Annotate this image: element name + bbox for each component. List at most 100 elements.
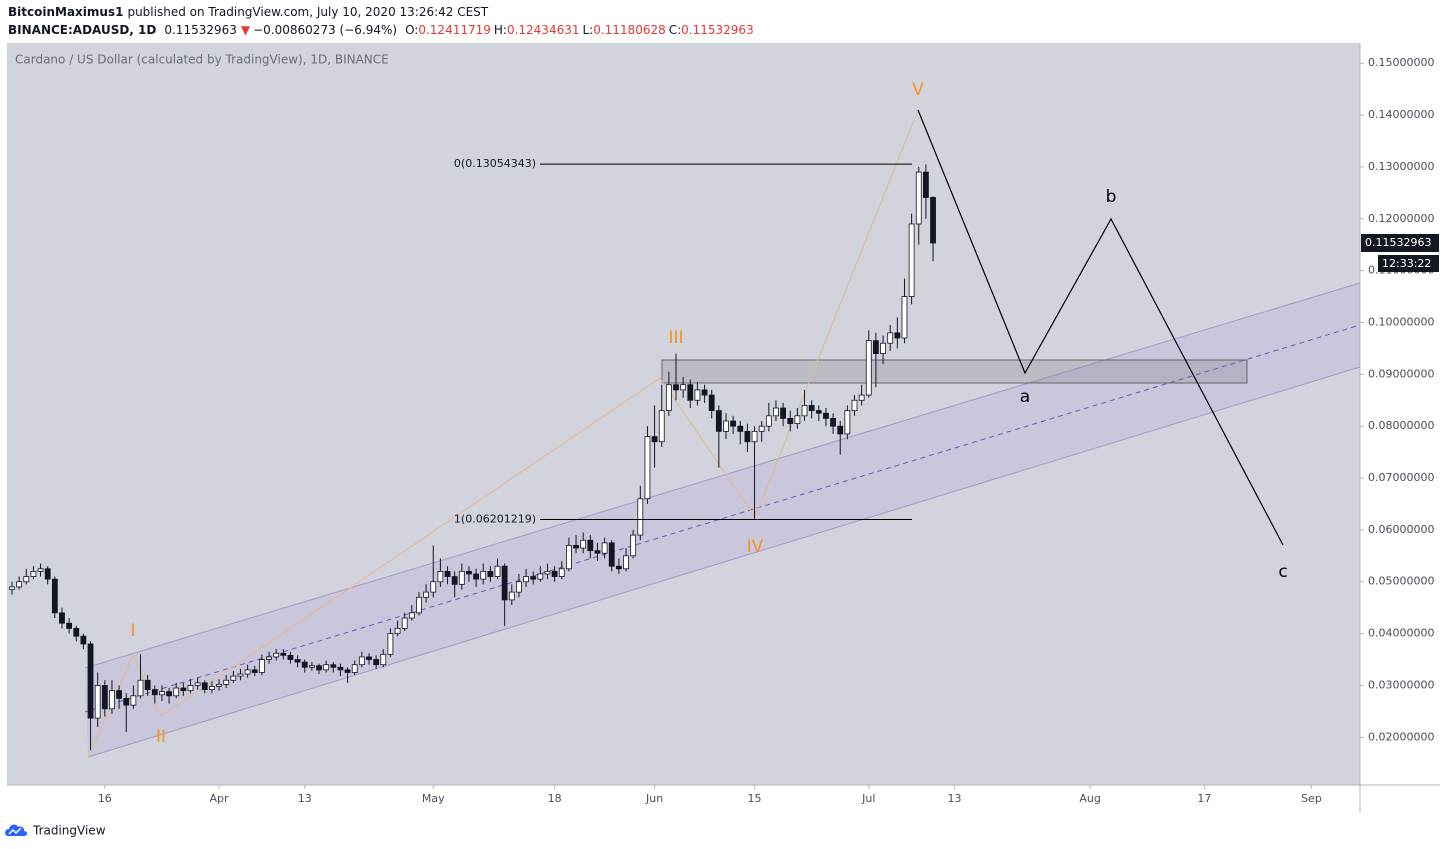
fib-label: 0(0.13054343) xyxy=(454,157,536,170)
channel-upper xyxy=(84,282,1361,669)
y-tick-label: 0.05000000 xyxy=(1368,575,1434,588)
x-tick-label: 13 xyxy=(947,792,961,805)
ohlc-label: C: xyxy=(669,23,681,37)
candle-body xyxy=(223,679,230,685)
candle-body xyxy=(551,570,558,577)
wave-label: I xyxy=(130,621,135,641)
candle-body xyxy=(230,675,237,681)
candle-body xyxy=(580,539,587,549)
candle-body xyxy=(573,545,579,549)
countdown-label: 12:33:22 xyxy=(1382,257,1431,270)
candle-body xyxy=(251,669,258,673)
ohlc: O:0.12411719 H:0.12434631 L:0.11180628 C:0.… xyxy=(405,23,754,37)
candle-body xyxy=(151,689,158,696)
y-tick-label: 0.12000000 xyxy=(1368,212,1434,225)
candle-body xyxy=(787,418,794,424)
candle-body xyxy=(209,686,215,690)
x-tick-label: Aug xyxy=(1079,792,1100,805)
candle-body xyxy=(458,570,465,585)
candle-body xyxy=(687,384,694,401)
channel-lower xyxy=(87,366,1361,758)
candle-body xyxy=(358,656,365,666)
x-tick-label: Apr xyxy=(210,792,230,805)
candle-body xyxy=(244,669,251,675)
ohlc-label: L: xyxy=(582,23,593,37)
candle-body xyxy=(466,570,472,575)
ohlc-value: 0.11532963 xyxy=(681,23,754,37)
projection-label: a xyxy=(1020,387,1030,407)
candle-body xyxy=(123,698,130,706)
logo xyxy=(5,824,27,836)
candle-body xyxy=(701,389,708,396)
symbol-line: BINANCE:ADAUSD, 1D 0.11532963 ▼ −0.00860273… xyxy=(8,23,754,37)
y-tick-label: 0.07000000 xyxy=(1368,471,1434,484)
candle-body xyxy=(366,656,372,660)
candle-body xyxy=(594,550,601,554)
candle-body xyxy=(623,555,629,570)
candle-body xyxy=(651,436,658,443)
logo-line xyxy=(8,827,22,835)
candle-body xyxy=(930,197,936,244)
ohlc-value: 0.12411719 xyxy=(418,23,491,37)
y-tick-label: 0.02000000 xyxy=(1368,730,1434,743)
candle-body xyxy=(258,659,265,673)
y-tick-label: 0.04000000 xyxy=(1368,627,1434,640)
candle-body xyxy=(430,581,437,593)
candle-body xyxy=(394,628,401,634)
candle-body xyxy=(301,661,308,668)
x-tick-label: 17 xyxy=(1197,792,1211,805)
candle-body xyxy=(473,573,479,580)
candle-body xyxy=(294,659,301,663)
candle-body xyxy=(723,420,729,432)
candle-body xyxy=(715,410,722,432)
candle-body xyxy=(80,635,87,645)
ohlc-value: 0.11180628 xyxy=(593,23,666,37)
brand: TradingView xyxy=(32,824,106,838)
candle-body xyxy=(337,666,344,671)
candle-body xyxy=(437,570,444,583)
candle-body xyxy=(615,565,622,570)
candle-body xyxy=(730,420,737,427)
candle-body xyxy=(644,436,651,500)
candle-body xyxy=(516,581,522,593)
projection-label: b xyxy=(1106,187,1117,207)
x-tick-label: May xyxy=(422,792,445,805)
candle-body xyxy=(673,384,679,391)
candle-body xyxy=(37,568,44,572)
candle-body xyxy=(823,412,829,419)
candle-body xyxy=(744,430,751,443)
candles xyxy=(9,164,936,751)
wave-label: II xyxy=(156,727,166,747)
candle-body xyxy=(316,665,322,671)
price-badge xyxy=(1361,233,1439,252)
publish-info: published on TradingView.com, July 10, 2… xyxy=(127,5,488,19)
candle-body xyxy=(873,340,879,354)
candle-body xyxy=(544,570,551,575)
candle-body xyxy=(66,622,73,629)
y-tick-label: 0.10000000 xyxy=(1368,315,1434,328)
x-tick-label: Jul xyxy=(861,792,875,805)
y-tick-label: 0.03000000 xyxy=(1368,678,1434,691)
resistance-box xyxy=(661,359,1248,384)
candle-body xyxy=(566,545,572,570)
x-tick-label: Jun xyxy=(645,792,663,805)
candle-body xyxy=(323,664,330,671)
y-tick-label: 0.09000000 xyxy=(1368,367,1434,380)
candle-body xyxy=(187,685,194,692)
candle-body xyxy=(530,576,537,580)
candle-body xyxy=(216,684,222,687)
candle-body xyxy=(423,591,430,598)
candle-body xyxy=(901,296,908,339)
candle-body xyxy=(30,570,37,577)
candle-body xyxy=(159,691,165,696)
candle-body xyxy=(116,690,122,699)
change-arrow: ▼ xyxy=(241,23,251,37)
candle-body xyxy=(587,539,594,552)
candle-body xyxy=(922,171,929,198)
wave-path xyxy=(87,109,919,758)
y-tick-label: 0.14000000 xyxy=(1368,108,1434,121)
symbol: BINANCE:ADAUSD, 1D xyxy=(8,23,156,37)
candle-body xyxy=(680,384,687,391)
candle-body xyxy=(851,399,858,412)
projection-path xyxy=(917,109,1284,546)
